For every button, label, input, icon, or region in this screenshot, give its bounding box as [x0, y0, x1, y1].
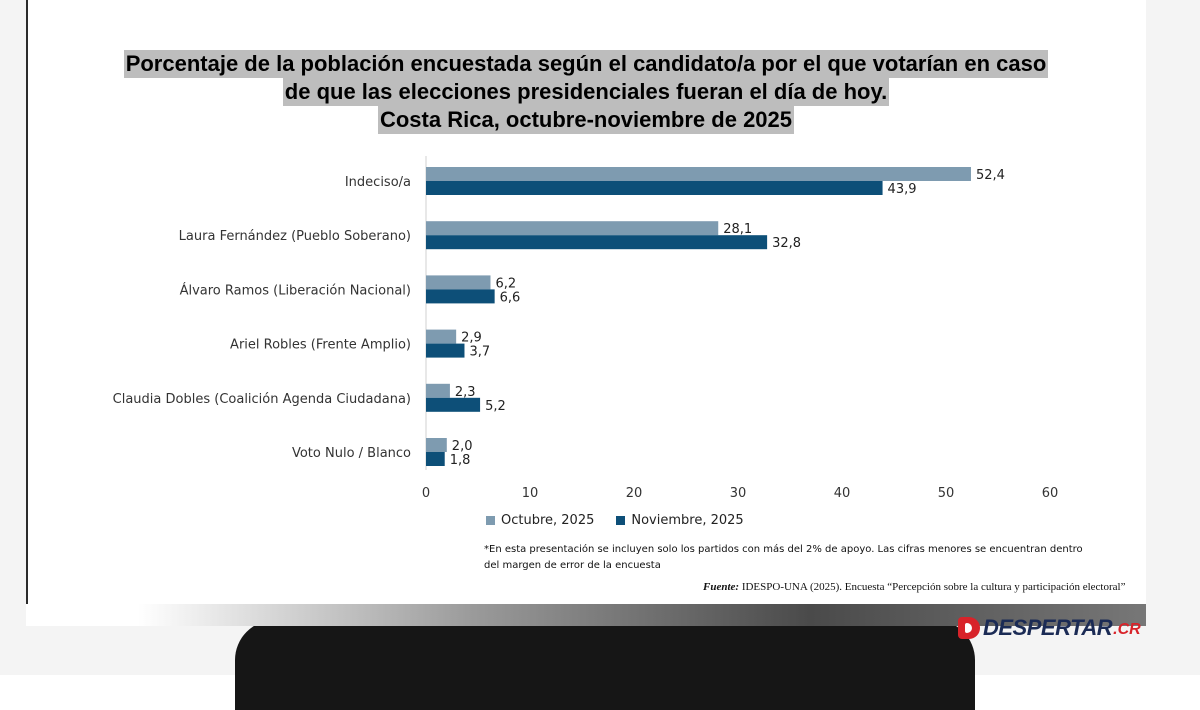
data-label: 43,9 [888, 182, 917, 197]
category-label: Voto Nulo / Blanco [292, 446, 411, 461]
logo-suffix: .CR [1113, 621, 1141, 638]
x-tick-label: 60 [1042, 486, 1059, 501]
source-label: Fuente: [703, 581, 740, 593]
bar-noviembre [426, 235, 768, 250]
bar-chart: Indeciso/a 52,4 43,9 Laura Fernández (Puebl… [113, 156, 1059, 501]
x-tick-label: 0 [422, 486, 430, 501]
x-tick-label: 50 [938, 486, 955, 501]
bar-noviembre [426, 343, 465, 358]
legend-label-noviembre: Noviembre, 2025 [631, 513, 744, 528]
x-tick-label: 40 [834, 486, 851, 501]
bar-octubre [426, 383, 450, 398]
bar-octubre [426, 275, 491, 290]
background-right [1146, 0, 1200, 675]
data-label: 3,7 [469, 345, 490, 360]
legend-item-octubre: Octubre, 2025 [486, 513, 594, 528]
legend-item-noviembre: Noviembre, 2025 [616, 513, 744, 528]
category-label: Claudia Dobles (Coalición Agenda Ciudada… [113, 392, 411, 407]
background-dark-shape [235, 620, 975, 710]
data-label: 6,6 [500, 290, 521, 305]
bar-octubre [426, 167, 971, 181]
data-label: 2,3 [455, 385, 476, 400]
x-tick-label: 20 [626, 486, 643, 501]
x-tick-label: 30 [730, 486, 747, 501]
footnote: *En esta presentación se incluyen solo l… [484, 544, 1083, 571]
data-label: 52,4 [976, 168, 1005, 183]
title-line-1: Porcentaje de la población encuestada se… [123, 50, 1049, 78]
brand-logo: DESPERTAR .CR [958, 615, 1141, 641]
source-note: Fuente: IDESPO-UNA (2025). Encuesta “Per… [703, 581, 1146, 593]
x-tick-label: 10 [522, 486, 539, 501]
bar-noviembre [426, 181, 883, 195]
logo-mark-icon [958, 617, 980, 639]
bar-octubre [426, 221, 719, 236]
legend-label-octubre: Octubre, 2025 [501, 513, 595, 528]
data-label: 6,2 [495, 276, 516, 291]
data-label: 32,8 [772, 236, 801, 251]
category-label: Indeciso/a [345, 175, 411, 190]
background-left [0, 0, 26, 675]
legend: Octubre, 2025 Noviembre, 2025 [486, 513, 744, 528]
category-label: Ariel Robles (Frente Amplio) [230, 338, 411, 353]
data-label: 28,1 [723, 222, 752, 237]
title-line-3: Costa Rica, octubre-noviembre de 2025 [377, 106, 795, 134]
logo-text: DESPERTAR [983, 615, 1113, 640]
legend-swatch-octubre [486, 516, 495, 525]
data-label: 5,2 [485, 399, 506, 414]
category-label: Álvaro Ramos (Liberación Nacional) [180, 282, 411, 298]
category-label: Laura Fernández (Pueblo Soberano) [179, 229, 411, 244]
slide-border [26, 0, 28, 626]
data-label: 1,8 [450, 453, 471, 468]
source-text: IDESPO-UNA (2025). Encuesta “Percepción … [739, 581, 1126, 593]
data-label: 2,9 [461, 331, 482, 346]
bar-octubre [426, 438, 447, 452]
bar-noviembre [426, 289, 495, 304]
chart-title: Porcentaje de la población encuestada se… [86, 50, 1086, 134]
slide: Porcentaje de la población encuestada se… [26, 0, 1146, 626]
title-line-2: de que las elecciones presidenciales fue… [282, 78, 890, 106]
data-label: 2,0 [452, 439, 473, 454]
bar-octubre [426, 329, 457, 344]
bar-noviembre [426, 397, 481, 412]
slide-bottom-band [26, 604, 1146, 626]
bar-noviembre [426, 452, 445, 466]
legend-swatch-noviembre [616, 516, 626, 525]
